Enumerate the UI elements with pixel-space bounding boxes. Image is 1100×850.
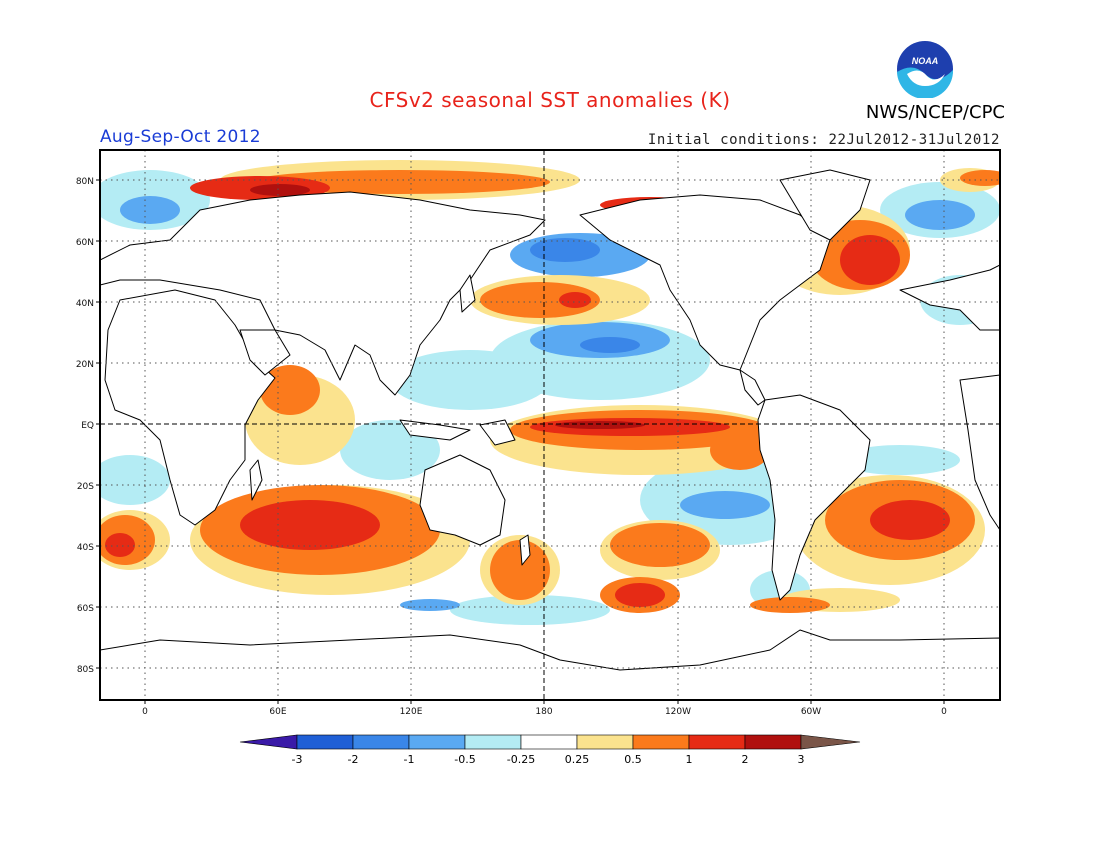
colorbar-label: -0.25 [507, 753, 535, 766]
season-label: Aug-Sep-Oct 2012 [100, 127, 261, 147]
lon-tick-label: 0 [941, 707, 947, 717]
lat-tick-label: 20N [76, 360, 94, 370]
anomaly-fields [100, 160, 1000, 625]
colorbar-label: 0.5 [624, 753, 642, 766]
colorbar-label: -1 [404, 753, 415, 766]
colorbar-swatch [296, 734, 354, 750]
lat-tick-label: 80S [77, 665, 94, 675]
agency-label: NWS/NCEP/CPC [865, 102, 1005, 123]
colorbar-label: -2 [348, 753, 359, 766]
colorbar [239, 734, 861, 750]
continent-outlines [100, 169, 1000, 700]
noaa-logo-icon: NOAA [897, 41, 954, 98]
colorbar-label: -0.5 [454, 753, 475, 766]
lat-tick-label: EQ [81, 421, 94, 431]
lat-tick-label: 40S [77, 543, 94, 553]
colorbar-swatch [744, 734, 802, 750]
colorbar-label: 1 [686, 753, 693, 766]
colorbar-swatch [800, 734, 861, 750]
colorbar-swatch [520, 734, 578, 750]
lat-tick-label: 80N [76, 177, 94, 187]
initial-conditions-label: Initial conditions: 22Jul2012-31Jul2012 [647, 132, 1000, 148]
colorbar-swatch [408, 734, 466, 750]
lat-tick-label: 20S [77, 482, 94, 492]
colorbar-swatch [464, 734, 522, 750]
lon-tick-label: 60E [269, 707, 286, 717]
lon-tick-label: 0 [142, 707, 148, 717]
colorbar-swatch [632, 734, 690, 750]
lat-tick-label: 60S [77, 604, 94, 614]
colorbar-label: 2 [742, 753, 749, 766]
colorbar-swatch [352, 734, 410, 750]
graticule [100, 150, 1000, 700]
map-frame [99, 149, 1001, 701]
lat-tick-label: 40N [76, 299, 94, 309]
svg-text:NOAA: NOAA [912, 56, 939, 66]
lon-tick-label: 120W [665, 707, 691, 717]
colorbar-swatch [239, 734, 298, 750]
lon-tick-label: 60W [801, 707, 821, 717]
lon-tick-label: 120E [400, 707, 423, 717]
plot-title: CFSv2 seasonal SST anomalies (K) [369, 88, 731, 112]
colorbar-label: 3 [798, 753, 805, 766]
colorbar-label: 0.25 [565, 753, 590, 766]
colorbar-swatch [576, 734, 634, 750]
colorbar-swatch [688, 734, 746, 750]
colorbar-label: -3 [292, 753, 303, 766]
lon-tick-label: 180 [535, 707, 552, 717]
lat-tick-label: 60N [76, 238, 94, 248]
